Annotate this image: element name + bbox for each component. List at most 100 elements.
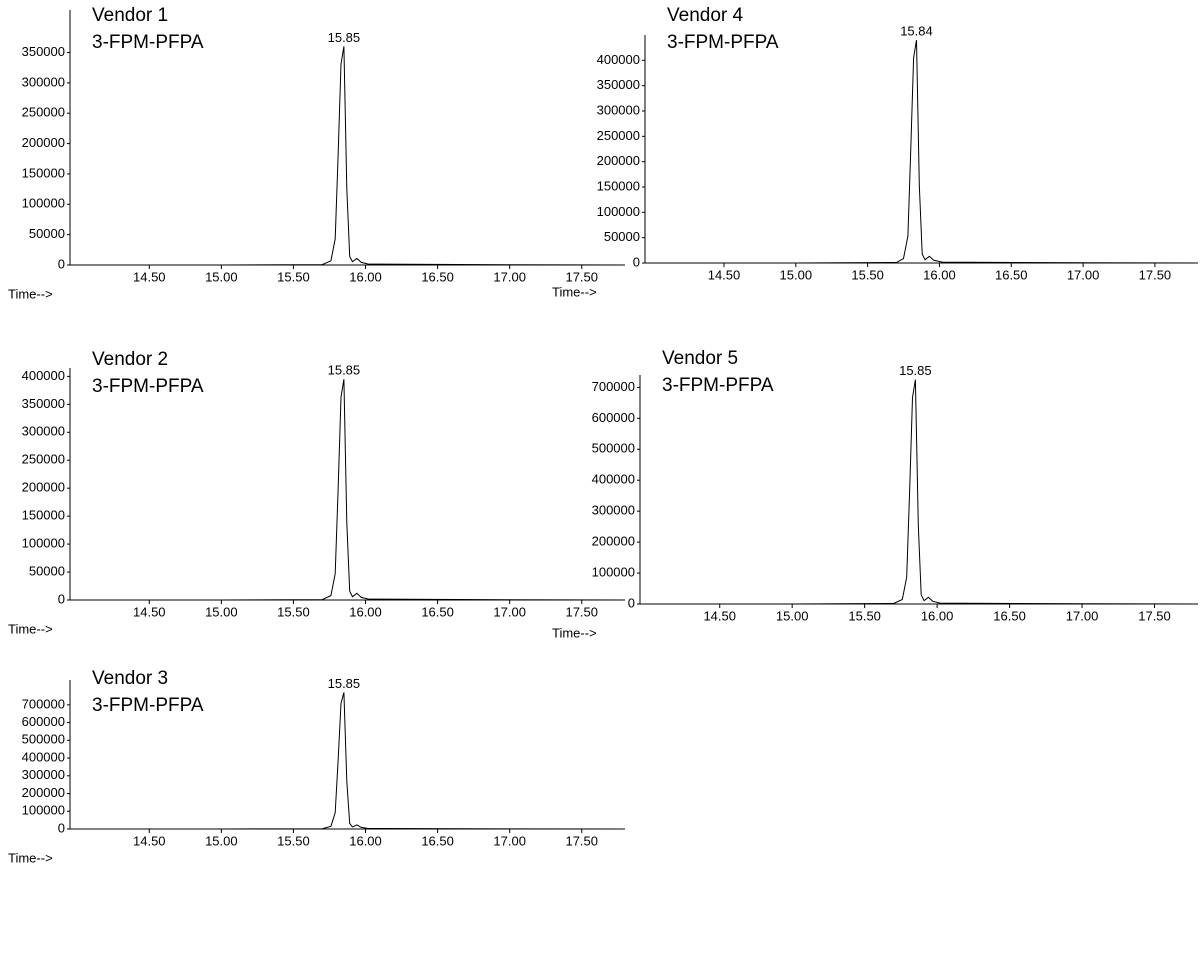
y-tick-label: 50000 (29, 563, 65, 578)
x-axis-label: Time--> (552, 284, 597, 299)
y-tick-label: 400000 (592, 472, 635, 487)
trace (640, 379, 1199, 605)
y-tick-label: 150000 (22, 508, 65, 523)
trace (70, 692, 626, 830)
x-axis-label: Time--> (8, 850, 53, 865)
x-tick-label: 15.00 (205, 604, 238, 619)
y-tick-label: 200000 (22, 135, 65, 150)
x-tick-label: 16.50 (421, 833, 454, 848)
y-tick-label: 0 (58, 256, 65, 271)
y-tick-label: 350000 (597, 77, 640, 92)
x-axis-label: Time--> (552, 625, 597, 640)
x-tick-label: 17.00 (1066, 608, 1099, 623)
chart-title: Vendor 2 (92, 349, 168, 370)
peak-label: 15.85 (899, 363, 932, 378)
y-tick-label: 300000 (22, 424, 65, 439)
y-tick-label: 100000 (22, 196, 65, 211)
y-tick-label: 100000 (22, 803, 65, 818)
x-tick-label: 16.00 (349, 604, 382, 619)
x-tick-label: 16.00 (349, 833, 382, 848)
x-tick-label: 16.00 (349, 269, 382, 284)
chart-subtitle: 3-FPM-PFPA (662, 375, 774, 396)
peak-label: 15.84 (900, 24, 933, 39)
y-tick-label: 500000 (592, 441, 635, 456)
x-tick-label: 14.50 (133, 604, 166, 619)
y-tick-label: 700000 (592, 379, 635, 394)
x-tick-label: 17.50 (565, 604, 598, 619)
y-tick-label: 0 (58, 820, 65, 835)
y-tick-label: 100000 (22, 536, 65, 551)
x-tick-label: 15.00 (205, 833, 238, 848)
x-tick-label: 15.00 (780, 267, 813, 282)
y-tick-label: 200000 (22, 785, 65, 800)
x-tick-label: 15.50 (277, 833, 310, 848)
x-tick-label: 15.50 (277, 604, 310, 619)
chart-title: Vendor 5 (662, 348, 738, 369)
x-axis-label: Time--> (8, 286, 53, 301)
y-tick-label: 0 (58, 591, 65, 606)
chart-subtitle: 3-FPM-PFPA (92, 376, 204, 397)
x-tick-label: 15.50 (848, 608, 881, 623)
x-tick-label: 15.00 (205, 269, 238, 284)
x-tick-label: 17.50 (1138, 608, 1171, 623)
peak-label: 15.85 (328, 30, 361, 45)
y-tick-label: 100000 (592, 564, 635, 579)
x-tick-label: 16.00 (923, 267, 956, 282)
x-tick-label: 15.00 (776, 608, 809, 623)
x-tick-label: 17.00 (493, 604, 526, 619)
x-tick-label: 14.50 (703, 608, 736, 623)
x-tick-label: 15.50 (277, 269, 310, 284)
x-tick-label: 16.50 (421, 269, 454, 284)
y-tick-label: 250000 (597, 128, 640, 143)
x-tick-label: 16.00 (921, 608, 954, 623)
y-tick-label: 300000 (22, 74, 65, 89)
x-tick-label: 14.50 (133, 269, 166, 284)
chart-subtitle: 3-FPM-PFPA (92, 32, 204, 53)
trace (70, 46, 626, 266)
x-tick-label: 17.50 (565, 833, 598, 848)
y-tick-label: 0 (628, 595, 635, 610)
chart-title: Vendor 1 (92, 5, 168, 26)
x-tick-label: 17.50 (1139, 267, 1172, 282)
trace (645, 40, 1199, 264)
y-tick-label: 250000 (22, 105, 65, 120)
y-tick-label: 400000 (597, 52, 640, 67)
y-tick-label: 100000 (597, 204, 640, 219)
y-tick-label: 0 (633, 254, 640, 269)
y-tick-label: 250000 (22, 452, 65, 467)
chart-title: Vendor 4 (667, 5, 743, 26)
y-tick-label: 400000 (22, 749, 65, 764)
y-tick-label: 350000 (22, 44, 65, 59)
x-tick-label: 16.50 (995, 267, 1028, 282)
x-axis-label: Time--> (8, 621, 53, 636)
trace (70, 379, 626, 601)
chart-title: Vendor 3 (92, 668, 168, 689)
y-tick-label: 400000 (22, 368, 65, 383)
x-tick-label: 17.00 (1067, 267, 1100, 282)
x-tick-label: 16.50 (993, 608, 1026, 623)
peak-label: 15.85 (328, 363, 361, 378)
chart-subtitle: 3-FPM-PFPA (667, 32, 779, 53)
x-tick-label: 16.50 (421, 604, 454, 619)
y-tick-label: 200000 (597, 153, 640, 168)
y-tick-label: 600000 (592, 410, 635, 425)
peak-label: 15.85 (328, 676, 361, 691)
y-tick-label: 300000 (597, 102, 640, 117)
y-tick-label: 350000 (22, 396, 65, 411)
chart-subtitle: 3-FPM-PFPA (92, 695, 204, 716)
y-tick-label: 200000 (22, 480, 65, 495)
y-tick-label: 50000 (29, 226, 65, 241)
y-tick-label: 500000 (22, 732, 65, 747)
y-tick-label: 50000 (604, 229, 640, 244)
x-tick-label: 14.50 (708, 267, 741, 282)
x-tick-label: 15.50 (851, 267, 884, 282)
y-tick-label: 150000 (597, 178, 640, 193)
y-tick-label: 700000 (22, 696, 65, 711)
y-tick-label: 300000 (592, 503, 635, 518)
x-tick-label: 17.00 (493, 833, 526, 848)
x-tick-label: 17.00 (493, 269, 526, 284)
y-tick-label: 600000 (22, 714, 65, 729)
y-tick-label: 300000 (22, 767, 65, 782)
